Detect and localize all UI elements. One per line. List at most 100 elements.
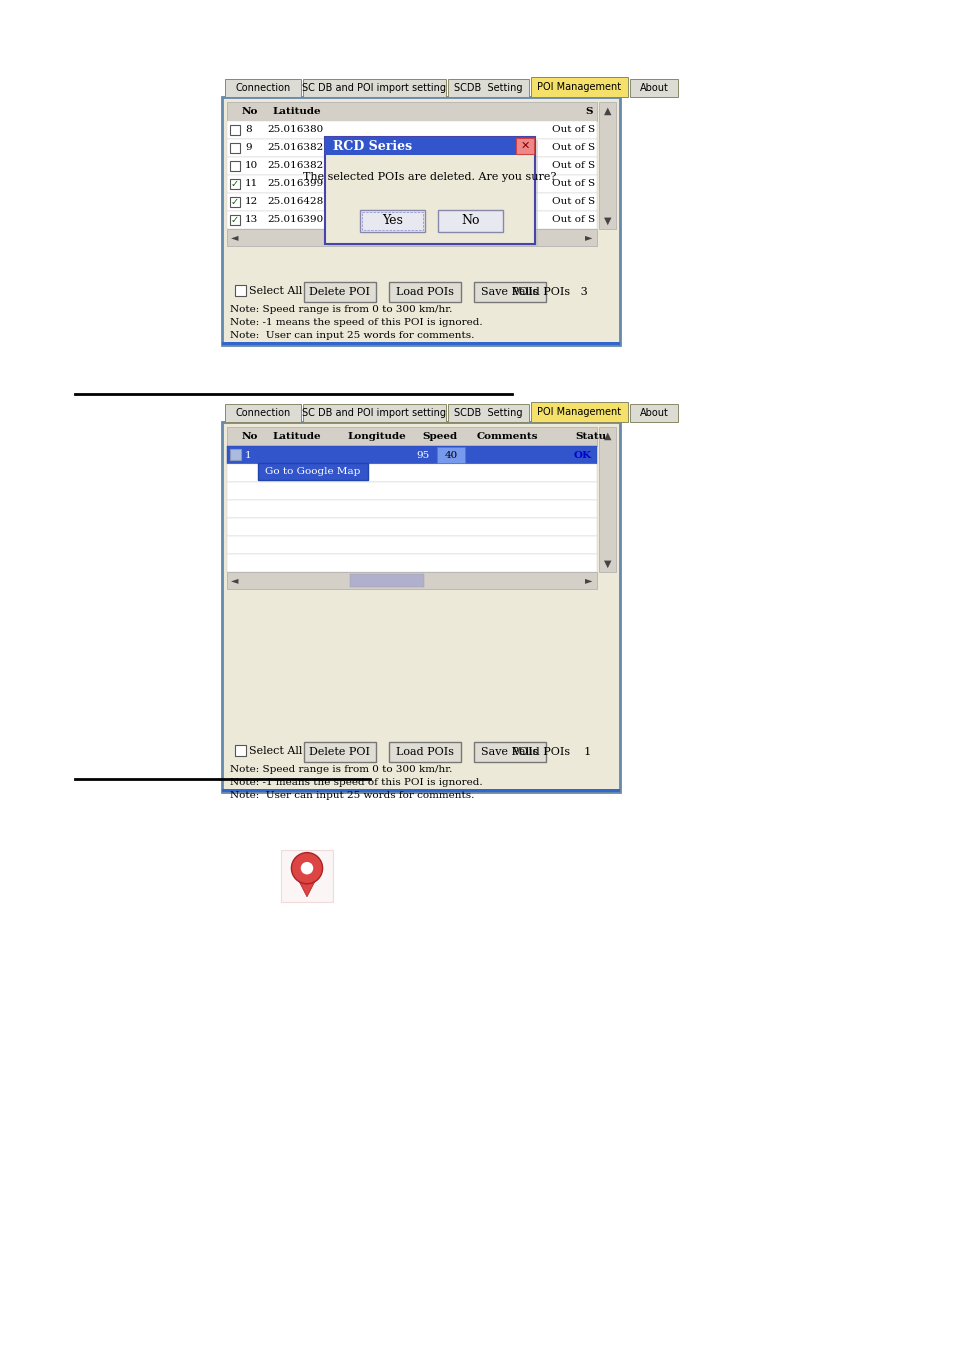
Text: The selected POIs are deleted. Are you sure?: The selected POIs are deleted. Are you s… xyxy=(303,171,557,182)
Bar xyxy=(629,80,678,97)
Bar xyxy=(230,126,240,135)
Bar xyxy=(227,446,597,464)
Bar xyxy=(227,572,597,589)
Text: Comments: Comments xyxy=(476,432,537,441)
Text: Note: -1 means the speed of this POI is ignored.: Note: -1 means the speed of this POI is … xyxy=(230,778,482,787)
Text: 25.016399: 25.016399 xyxy=(267,180,323,189)
Bar xyxy=(304,282,375,302)
Text: Valid POIs    1: Valid POIs 1 xyxy=(512,747,591,757)
Bar xyxy=(227,157,597,176)
Bar xyxy=(227,122,597,139)
Bar xyxy=(303,80,446,97)
Bar xyxy=(598,427,616,572)
Text: Select All: Select All xyxy=(249,286,302,296)
Bar xyxy=(222,342,619,346)
Text: Connection: Connection xyxy=(235,82,291,93)
Text: Load POIs: Load POIs xyxy=(395,288,454,297)
Text: 25.016382: 25.016382 xyxy=(267,162,323,170)
Bar xyxy=(225,404,301,423)
Text: Note: Speed range is from 0 to 300 km/hr.: Note: Speed range is from 0 to 300 km/hr… xyxy=(230,305,452,315)
Text: Out of S: Out of S xyxy=(552,126,595,135)
Bar xyxy=(448,404,529,423)
Bar xyxy=(350,574,423,587)
Text: Out of S: Out of S xyxy=(552,180,595,189)
Text: Go to Google Map: Go to Google Map xyxy=(265,467,360,477)
Bar xyxy=(361,212,422,230)
Text: Save POIs: Save POIs xyxy=(481,747,538,757)
Bar xyxy=(227,103,597,122)
Text: ▼: ▼ xyxy=(603,216,611,225)
Bar xyxy=(230,180,240,189)
Bar xyxy=(436,447,464,463)
Text: ▲: ▲ xyxy=(603,431,611,441)
Bar xyxy=(350,231,423,244)
Bar xyxy=(531,77,627,97)
Text: Yes: Yes xyxy=(381,215,402,228)
Bar xyxy=(227,554,597,572)
Bar xyxy=(325,136,535,155)
Circle shape xyxy=(300,861,313,875)
Text: -1: -1 xyxy=(427,216,436,224)
Text: 8: 8 xyxy=(245,126,252,135)
Bar xyxy=(304,743,375,761)
Text: 121.297958: 121.297958 xyxy=(352,216,415,224)
Text: Out of S: Out of S xyxy=(552,197,595,207)
Text: SC DB and POI import setting: SC DB and POI import setting xyxy=(302,82,446,93)
Text: ✓: ✓ xyxy=(231,215,239,225)
Bar xyxy=(234,745,246,756)
Text: ✓: ✓ xyxy=(231,180,239,189)
Text: Save POIs: Save POIs xyxy=(481,288,538,297)
Text: SCDB  Setting: SCDB Setting xyxy=(454,82,522,93)
Text: Connection: Connection xyxy=(235,408,291,418)
Text: 40: 40 xyxy=(444,451,457,459)
Text: 9: 9 xyxy=(245,143,252,153)
Text: 1: 1 xyxy=(245,451,252,459)
Text: SC DB and POI import setting: SC DB and POI import setting xyxy=(302,408,446,418)
Bar xyxy=(389,282,460,302)
Text: RCD Series: RCD Series xyxy=(333,139,412,153)
Text: No: No xyxy=(242,432,258,441)
Text: 10: 10 xyxy=(245,162,258,170)
Bar xyxy=(629,404,678,423)
Bar xyxy=(437,211,502,232)
Bar xyxy=(516,138,534,154)
Text: 95: 95 xyxy=(416,451,429,459)
Bar xyxy=(234,285,246,296)
Text: No: No xyxy=(242,107,258,116)
Bar xyxy=(227,482,597,500)
Bar xyxy=(531,402,627,423)
Bar xyxy=(230,143,240,153)
Text: 25.016390: 25.016390 xyxy=(267,216,323,224)
Text: 12: 12 xyxy=(245,197,258,207)
Text: 25.016380: 25.016380 xyxy=(267,126,323,135)
Polygon shape xyxy=(297,879,316,896)
Bar xyxy=(230,450,241,460)
Text: 25.016428: 25.016428 xyxy=(267,197,323,207)
Bar xyxy=(598,103,616,230)
Text: Delete POI: Delete POI xyxy=(309,747,370,757)
Text: ▲: ▲ xyxy=(603,107,611,116)
Text: 11: 11 xyxy=(245,180,258,189)
Text: Statu: Statu xyxy=(575,432,605,441)
Bar xyxy=(328,140,537,247)
Text: OK: OK xyxy=(574,451,592,459)
Text: S: S xyxy=(584,107,592,116)
Bar xyxy=(325,136,535,244)
Bar xyxy=(281,850,333,902)
Text: Delete POI: Delete POI xyxy=(309,288,370,297)
Text: ◄: ◄ xyxy=(231,232,238,242)
Bar xyxy=(230,197,240,207)
Text: About: About xyxy=(639,82,668,93)
Bar xyxy=(225,80,301,97)
Bar xyxy=(474,743,545,761)
Text: Valid POIs   3: Valid POIs 3 xyxy=(512,288,587,297)
Text: Load POIs: Load POIs xyxy=(395,747,454,757)
Bar xyxy=(230,215,240,225)
Text: Note: Speed range is from 0 to 300 km/hr.: Note: Speed range is from 0 to 300 km/hr… xyxy=(230,765,452,774)
Text: Longitude: Longitude xyxy=(347,432,405,441)
Bar xyxy=(227,230,597,246)
Bar xyxy=(359,211,424,232)
Text: 25.016382: 25.016382 xyxy=(267,143,323,153)
Text: POI Management: POI Management xyxy=(537,406,621,417)
Bar xyxy=(474,282,545,302)
